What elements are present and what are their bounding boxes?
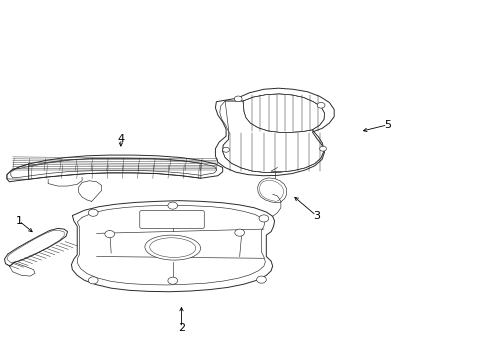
- Text: 2: 2: [178, 323, 184, 333]
- Circle shape: [88, 277, 98, 284]
- Text: 4: 4: [117, 134, 124, 144]
- Circle shape: [234, 229, 244, 236]
- Text: 3: 3: [312, 211, 319, 221]
- Polygon shape: [7, 155, 222, 182]
- Circle shape: [104, 230, 114, 238]
- Polygon shape: [257, 178, 286, 203]
- Polygon shape: [79, 181, 102, 201]
- Circle shape: [167, 277, 177, 284]
- Polygon shape: [71, 201, 274, 292]
- FancyBboxPatch shape: [140, 211, 204, 228]
- Circle shape: [259, 215, 268, 222]
- Circle shape: [88, 209, 98, 216]
- Circle shape: [319, 146, 326, 151]
- Polygon shape: [4, 228, 67, 266]
- Text: 5: 5: [383, 120, 390, 130]
- Circle shape: [167, 202, 177, 209]
- Text: 1: 1: [16, 216, 22, 226]
- Circle shape: [317, 103, 325, 108]
- Polygon shape: [9, 262, 35, 276]
- Ellipse shape: [144, 235, 200, 260]
- Polygon shape: [215, 88, 333, 176]
- Circle shape: [222, 147, 229, 152]
- Circle shape: [234, 96, 242, 102]
- Circle shape: [256, 276, 266, 283]
